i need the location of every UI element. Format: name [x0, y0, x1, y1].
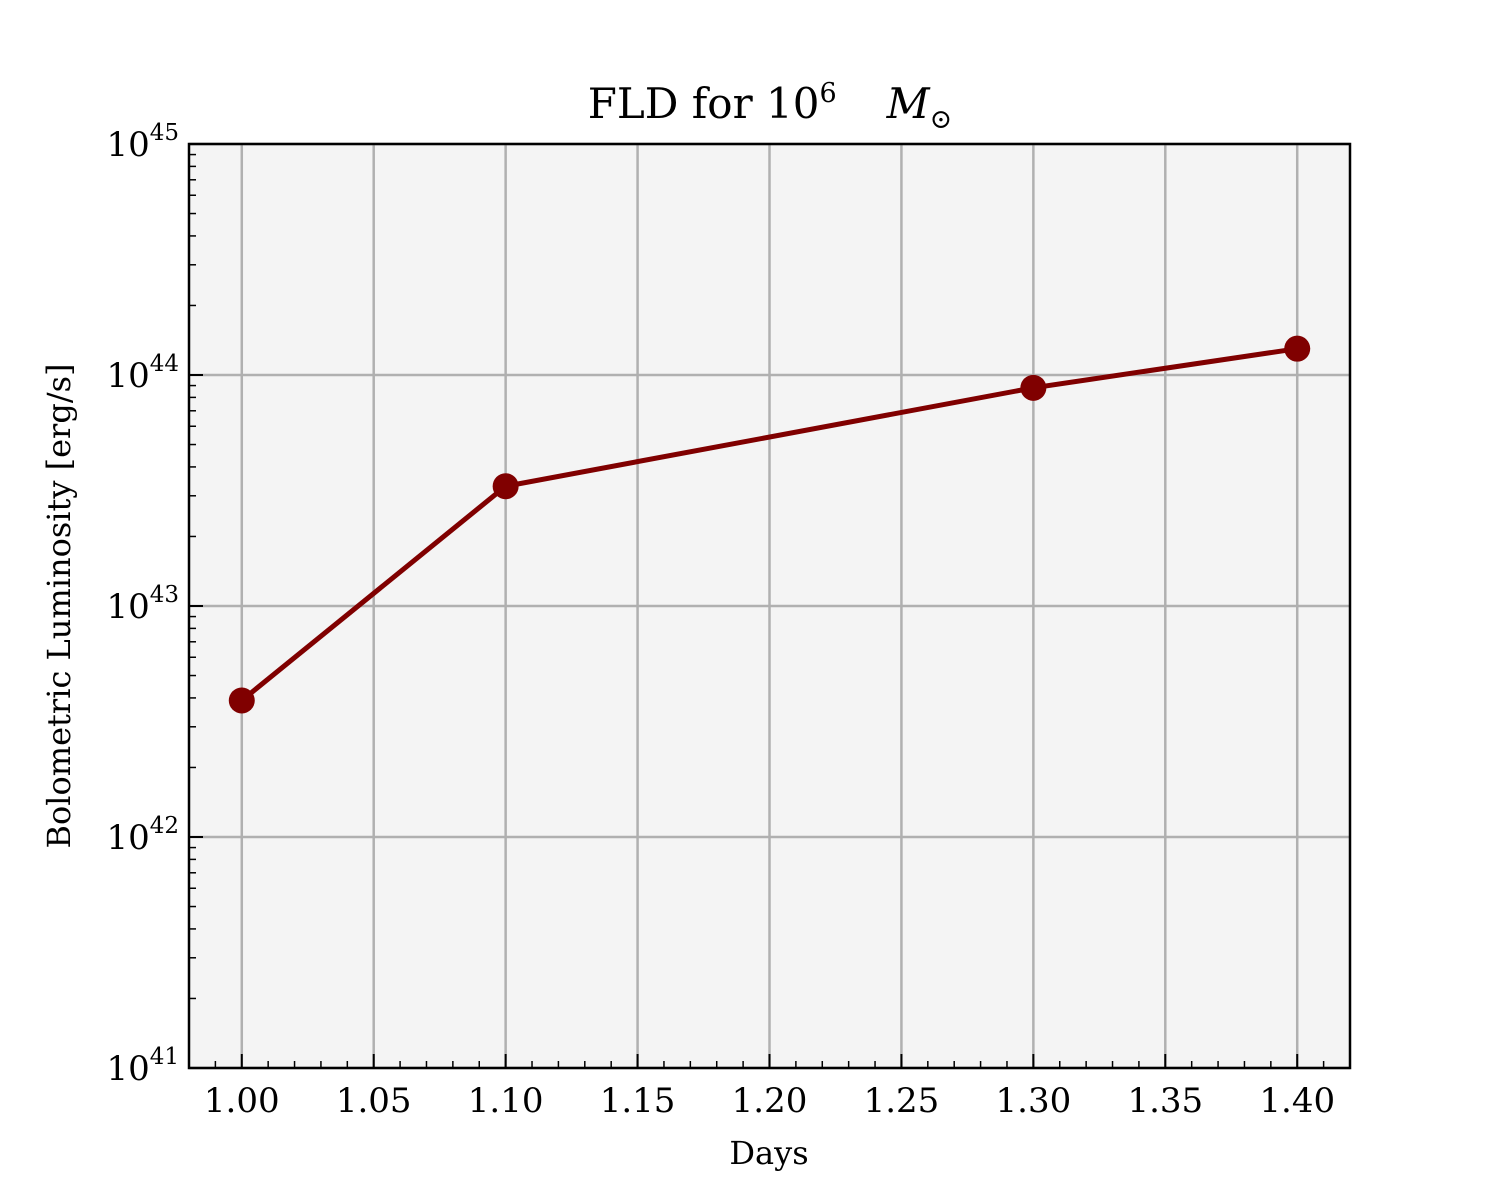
title-exponent: 6	[819, 78, 836, 109]
x-tick-label: 1.10	[468, 1081, 544, 1121]
y-axis-label: Bolometric Luminosity [erg/s]	[40, 363, 78, 848]
chart-title: FLD for 106 M⊙	[588, 78, 953, 135]
x-tick-label: 1.35	[1127, 1081, 1203, 1121]
data-point	[492, 473, 519, 500]
y-tick-label: 1044	[106, 351, 179, 396]
title-mass-subscript: ⊙	[930, 104, 953, 135]
data-point	[1284, 335, 1311, 362]
series-line	[240, 346, 1298, 703]
series-group	[228, 335, 1311, 714]
data-point	[228, 687, 255, 714]
x-tick-label: 1.15	[600, 1081, 676, 1121]
x-tick-labels: 1.00 1.05 1.10 1.15 1.20 1.25 1.30 1.35 1.40	[204, 1081, 1335, 1121]
title-prefix: FLD for 10	[588, 79, 820, 128]
data-point	[1020, 374, 1047, 401]
title-mass-symbol: M	[886, 79, 931, 128]
x-tick-label: 1.05	[336, 1081, 412, 1121]
grid-lines	[189, 142, 1350, 1070]
y-tick-label: 1045	[106, 120, 179, 165]
x-axis-label: Days	[729, 1134, 808, 1172]
plot-frame	[187, 142, 1352, 1070]
x-tick-label: 1.40	[1259, 1081, 1335, 1121]
x-tick-label: 1.25	[864, 1081, 940, 1121]
x-tick-label: 1.20	[732, 1081, 808, 1121]
x-tick-label: 1.00	[204, 1081, 280, 1121]
y-tick-labels: 1041 1042 1043 1044 1045	[106, 120, 179, 1089]
y-tick-label: 1042	[106, 813, 179, 858]
y-tick-label: 1043	[106, 582, 179, 627]
x-tick-label: 1.30	[996, 1081, 1072, 1121]
y-tick-label: 1041	[106, 1044, 179, 1089]
